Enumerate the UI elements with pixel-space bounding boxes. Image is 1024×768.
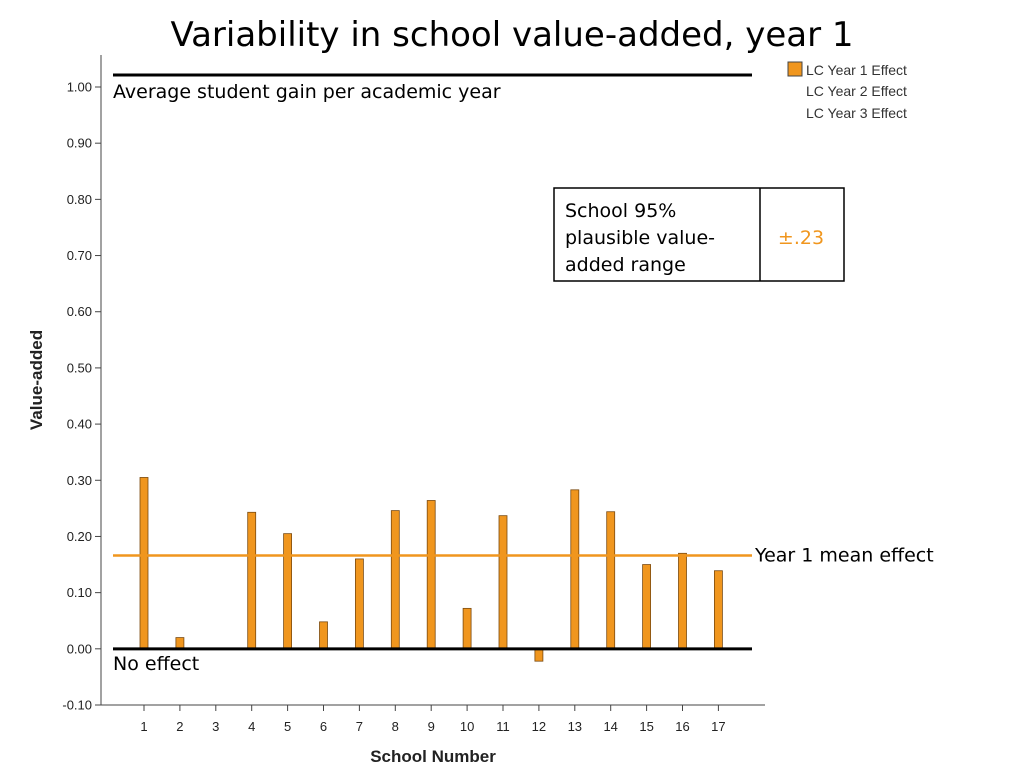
y-tick-label: -0.10 [62, 698, 92, 713]
info-box: School 95% plausible value- added range … [553, 187, 845, 282]
bar-school-5 [283, 533, 293, 650]
x-tick-label: 14 [603, 719, 617, 734]
y-axis-title: Value-added [27, 330, 46, 430]
bar-school-7 [354, 558, 364, 650]
info-box-value: ±.23 [778, 227, 824, 249]
y-tick-label: 0.60 [67, 304, 92, 319]
x-tick-label: 4 [248, 719, 255, 734]
bar-school-10 [462, 607, 472, 650]
x-tick-label: 10 [460, 719, 474, 734]
legend: LC Year 1 Effect LC Year 2 Effect LC Yea… [787, 61, 907, 121]
ref-label-average-gain: Average student gain per academic year [113, 81, 501, 103]
legend-entry-year1: LC Year 1 Effect [806, 62, 907, 78]
info-box-label-line-1: School 95% [565, 200, 676, 222]
bar-school-8 [390, 510, 400, 650]
reference-lines: Average student gain per academic year Ye… [113, 73, 934, 675]
y-tick-label: 0.20 [67, 529, 92, 544]
bar-school-11 [498, 515, 508, 650]
info-box-label-line-2: plausible value- [565, 227, 715, 249]
bar-school-17 [714, 570, 723, 650]
x-tick-label: 8 [392, 719, 399, 734]
bar-school-1 [139, 477, 149, 650]
y-tick-label: 0.40 [67, 417, 92, 432]
x-axis-title: School Number [370, 747, 496, 766]
y-tick-label: 0.50 [67, 360, 92, 375]
x-tick-label: 1 [140, 719, 147, 734]
x-tick-label: 17 [711, 719, 725, 734]
x-tick-label: 6 [320, 719, 327, 734]
bar-school-12 [534, 648, 544, 662]
x-tick-label: 12 [532, 719, 546, 734]
x-tick-label: 13 [568, 719, 582, 734]
info-box-label-line-3: added range [565, 254, 686, 276]
bar-school-6 [319, 621, 328, 650]
chart-title: Variability in school value-added, year … [170, 15, 853, 55]
y-tick-label: 0.90 [67, 136, 92, 151]
x-tick-label: 16 [675, 719, 689, 734]
ref-label-year1-mean: Year 1 mean effect [754, 545, 934, 567]
legend-entry-year2: LC Year 2 Effect [806, 83, 907, 99]
bars [139, 477, 723, 662]
y-tick-label: 0.00 [67, 641, 92, 656]
bar-school-4 [247, 511, 257, 650]
x-tick-label: 11 [496, 719, 510, 734]
bar-school-15 [642, 564, 651, 650]
bar-school-9 [426, 500, 436, 650]
bar-school-16 [678, 552, 687, 650]
axes: -0.10 0.00 0.10 0.20 0.30 0.40 0.50 0.60 0.70 0.8… [62, 55, 765, 734]
x-tick-label: 2 [176, 719, 183, 734]
y-tick-label: 0.30 [67, 473, 92, 488]
bar-school-14 [606, 511, 616, 650]
bar-school-2 [175, 637, 185, 650]
legend-entry-year3: LC Year 3 Effect [806, 105, 907, 121]
legend-swatch-year1 [787, 61, 803, 77]
y-tick-label: 0.70 [67, 248, 92, 263]
info-box-frame [553, 187, 845, 282]
y-tick-label: 1.00 [67, 80, 92, 95]
bar-school-13 [570, 489, 580, 650]
x-tick-label: 15 [639, 719, 653, 734]
ref-label-no-effect: No effect [113, 653, 199, 675]
x-tick-label: 3 [212, 719, 219, 734]
x-tick-label: 5 [284, 719, 291, 734]
y-tick-label: 0.10 [67, 585, 92, 600]
y-tick-label: 0.80 [67, 192, 92, 207]
x-tick-label: 9 [428, 719, 435, 734]
x-tick-label: 7 [356, 719, 363, 734]
